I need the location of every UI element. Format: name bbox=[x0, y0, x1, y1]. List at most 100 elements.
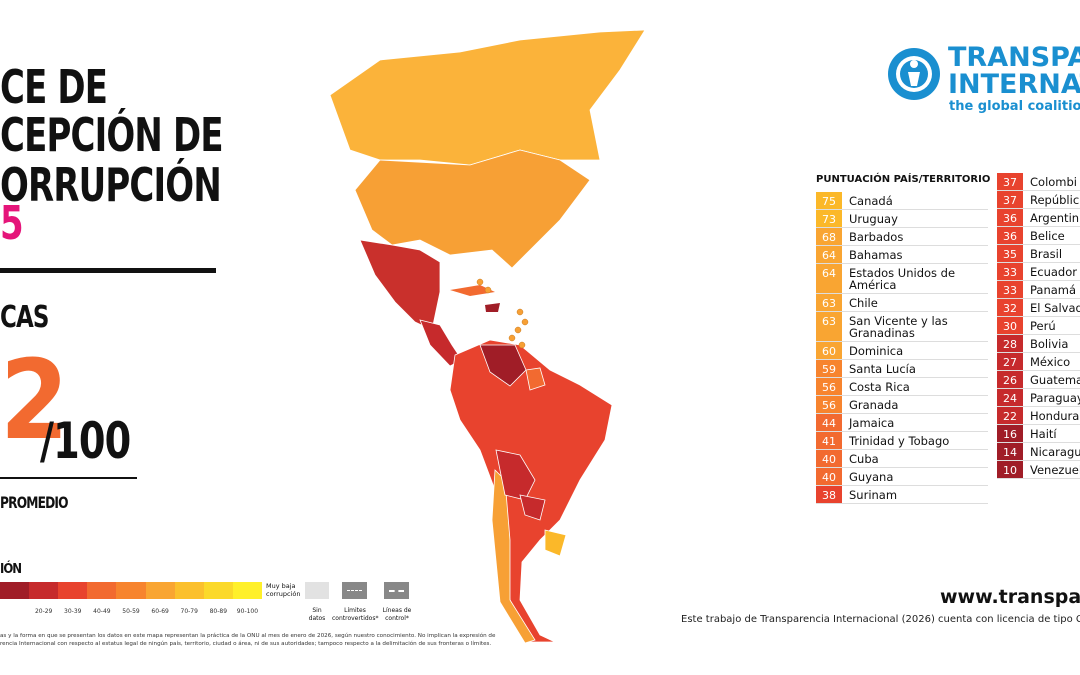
country-name: Dominica bbox=[849, 344, 904, 358]
legend-title: IÓN bbox=[0, 562, 22, 577]
score-cell: 37 bbox=[997, 173, 1023, 190]
table-row: 75 Canadá bbox=[816, 192, 988, 210]
table-row: 36 Argentin bbox=[997, 209, 1080, 227]
logo-line: INTERNAT bbox=[948, 69, 1080, 100]
country-name: Belice bbox=[1030, 229, 1065, 243]
control-label: Líneas de control* bbox=[382, 607, 412, 622]
disputed-swatch bbox=[342, 582, 367, 599]
country-name: Uruguay bbox=[849, 212, 898, 226]
country-name: Canadá bbox=[849, 194, 893, 208]
legend-range: 60-69 bbox=[151, 608, 169, 615]
legend-range: 30-39 bbox=[64, 608, 82, 615]
country-name: Perú bbox=[1030, 319, 1056, 333]
score-cell: 73 bbox=[816, 210, 842, 227]
score-cell: 64 bbox=[816, 264, 842, 293]
table-row: 44 Jamaica bbox=[816, 414, 988, 432]
legend-swatch bbox=[87, 582, 117, 599]
table-row: 35 Brasil bbox=[997, 245, 1080, 263]
table-row: 63 Chile bbox=[816, 294, 988, 312]
legend-swatch bbox=[203, 582, 234, 599]
divider bbox=[0, 268, 216, 273]
score-cell: 26 bbox=[997, 371, 1023, 388]
footnote: as y la forma en que se presentan los da… bbox=[0, 632, 495, 648]
title-line: CE DE bbox=[0, 60, 108, 114]
score-cell: 56 bbox=[816, 378, 842, 395]
score-cell: 35 bbox=[997, 245, 1023, 262]
score-cell: 28 bbox=[997, 335, 1023, 352]
score-cell: 40 bbox=[816, 450, 842, 467]
usa bbox=[354, 149, 591, 269]
country-name: Haití bbox=[1030, 427, 1057, 441]
table-row: 64 Estados Unidos de América bbox=[816, 264, 988, 294]
score-cell: 44 bbox=[816, 414, 842, 431]
legend-swatch bbox=[116, 582, 147, 599]
country-name: Venezuel bbox=[1030, 463, 1080, 477]
score-cell: 33 bbox=[997, 263, 1023, 280]
table-row: 63 San Vicente y las Granadinas bbox=[816, 312, 988, 342]
country-name: Granada bbox=[849, 398, 899, 412]
region: CAS bbox=[0, 300, 49, 335]
table-row: 59 Santa Lucía bbox=[816, 360, 988, 378]
year: 5 bbox=[0, 196, 24, 250]
country-name: Paraguay bbox=[1030, 391, 1080, 405]
logo-tagline: the global coalition aga bbox=[949, 99, 1080, 114]
score-cell: 38 bbox=[816, 486, 842, 503]
table-row: 28 Bolivia bbox=[997, 335, 1080, 353]
table-row: 30 Perú bbox=[997, 317, 1080, 335]
legend-swatch bbox=[58, 582, 88, 599]
legend-range: 20-29 bbox=[34, 608, 53, 615]
country-name: Estados Unidos de América bbox=[849, 266, 956, 292]
country-name: Brasil bbox=[1030, 247, 1063, 261]
score-caption: PROMEDIO bbox=[0, 493, 68, 512]
country-name: Cuba bbox=[849, 452, 879, 466]
country-name: Argentin bbox=[1030, 211, 1080, 225]
score-cell: 32 bbox=[997, 299, 1023, 316]
legend-swatch bbox=[232, 582, 263, 599]
score-value: 2 bbox=[0, 336, 69, 464]
table-row: 32 El Salvad bbox=[997, 299, 1080, 317]
legend-range: 40-49 bbox=[93, 608, 111, 615]
score-cell: 64 bbox=[816, 246, 842, 263]
no-data-swatch bbox=[305, 582, 329, 599]
table-row: 26 Guatema bbox=[997, 371, 1080, 389]
score-cell: 60 bbox=[816, 342, 842, 359]
license: Este trabajo de Transparencia Internacio… bbox=[681, 614, 1080, 625]
country-name: Santa Lucía bbox=[849, 362, 916, 376]
country-name: Trinidad y Tobago bbox=[849, 434, 950, 448]
score-cell: 22 bbox=[997, 407, 1023, 424]
score-cell: 36 bbox=[997, 227, 1023, 244]
country-name: Bahamas bbox=[849, 248, 903, 262]
score-cell: 40 bbox=[816, 468, 842, 485]
legend-range: 90-100 bbox=[236, 608, 259, 615]
country-name: Repúblic bbox=[1030, 193, 1080, 207]
score-cell: 33 bbox=[997, 281, 1023, 298]
table-row: 33 Ecuador bbox=[997, 263, 1080, 281]
score-cell: 30 bbox=[997, 317, 1023, 334]
table-row: 14 Nicaragu bbox=[997, 443, 1080, 461]
table-header: PUNTUACIÓN PAÍS/TERRITORIO bbox=[816, 174, 991, 185]
score-max: /100 bbox=[40, 412, 131, 470]
score-cell: 59 bbox=[816, 360, 842, 377]
table-row: 37 Repúblic bbox=[997, 191, 1080, 209]
table-row: 64 Bahamas bbox=[816, 246, 988, 264]
control-swatch bbox=[384, 582, 409, 599]
chile bbox=[491, 469, 536, 644]
table-row: 73 Uruguay bbox=[816, 210, 988, 228]
mexico bbox=[359, 239, 441, 331]
table-row: 24 Paraguay bbox=[997, 389, 1080, 407]
country-name: Guyana bbox=[849, 470, 894, 484]
score-cell: 75 bbox=[816, 192, 842, 209]
country-name: El Salvad bbox=[1030, 301, 1080, 315]
legend-swatch bbox=[145, 582, 176, 599]
score-cell: 14 bbox=[997, 443, 1023, 460]
country-name: Jamaica bbox=[849, 416, 895, 430]
country-name: Hondura bbox=[1030, 409, 1080, 423]
country-name: Nicaragu bbox=[1030, 445, 1080, 459]
table-row: 36 Belice bbox=[997, 227, 1080, 245]
country-name: Guatema bbox=[1030, 373, 1080, 387]
paraguay bbox=[519, 494, 546, 521]
legend-range: 80-89 bbox=[209, 608, 228, 615]
map bbox=[329, 29, 646, 644]
country-name: Bolivia bbox=[1030, 337, 1069, 351]
